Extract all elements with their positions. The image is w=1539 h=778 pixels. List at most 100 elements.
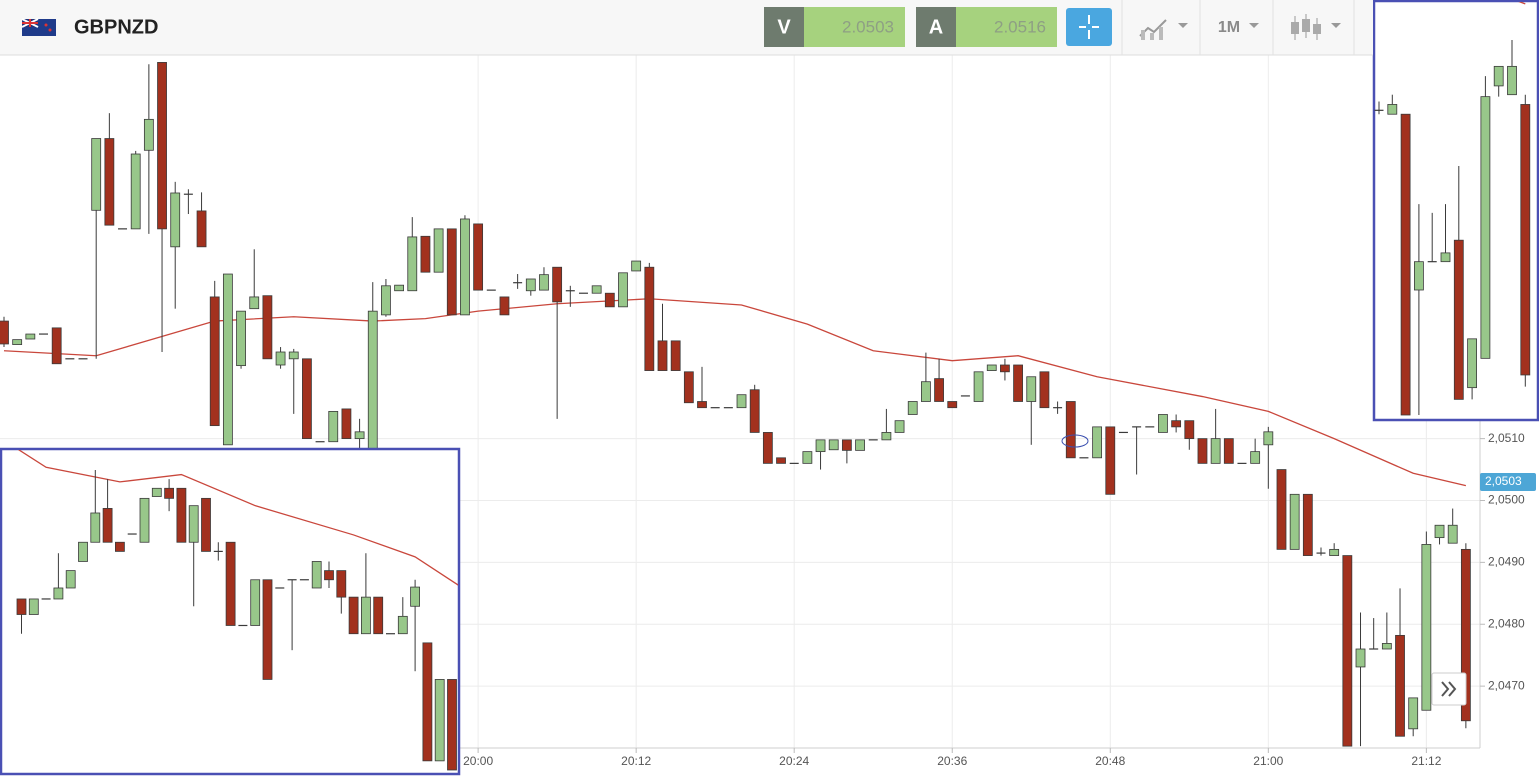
candle-body	[986, 364, 997, 371]
candle-body	[188, 505, 199, 543]
candle-body	[815, 439, 826, 453]
candle-body	[324, 570, 334, 581]
candle-body	[447, 679, 457, 771]
candle-body	[446, 228, 457, 316]
timeframe[interactable]: 1M	[1218, 19, 1240, 36]
candle-body	[460, 218, 470, 316]
buy-button[interactable]: A 2.0516	[916, 7, 1057, 47]
candle-body	[776, 457, 786, 464]
candle-body	[697, 401, 707, 409]
x-tick-label: 21:00	[1253, 754, 1283, 768]
candle-body	[397, 615, 408, 635]
icon	[1313, 24, 1321, 34]
inset-bottom-left	[16, 450, 458, 771]
candle-body	[53, 587, 64, 600]
buy-label-bg[interactable]	[916, 7, 956, 47]
candle-body	[841, 439, 852, 451]
cursor-marker	[1061, 434, 1089, 448]
y-tick-label: 2,0480	[1488, 616, 1525, 630]
candle-body	[1460, 548, 1471, 722]
crosshair-button[interactable]	[1066, 8, 1112, 46]
candle-body	[262, 579, 273, 680]
candle-body	[973, 371, 984, 402]
candle-body	[1039, 371, 1050, 409]
candle-body	[434, 679, 445, 762]
candle-body	[934, 378, 944, 402]
candle-body	[657, 340, 668, 371]
candle-body	[1355, 648, 1366, 668]
candle-body	[1434, 524, 1445, 539]
candle-body	[670, 340, 681, 371]
crosshair-bg[interactable]	[1066, 8, 1112, 46]
indicator-button[interactable]	[1139, 19, 1188, 40]
candle-body	[373, 596, 384, 635]
sell-price: 2.0503	[842, 17, 894, 36]
candle-body	[1440, 252, 1451, 263]
candle-body	[102, 508, 113, 543]
chart-type-button[interactable]	[1291, 14, 1341, 40]
candle-body	[881, 432, 892, 441]
candle-body	[473, 223, 484, 291]
candle-body	[1065, 401, 1076, 459]
candle-body	[151, 487, 162, 497]
chevron	[1448, 681, 1457, 697]
candle-body	[1092, 426, 1103, 459]
scroll-right-button[interactable]	[1431, 672, 1467, 706]
flag-icon	[21, 18, 56, 36]
candle-body	[236, 310, 246, 367]
candle-body	[762, 432, 773, 464]
candle-body	[222, 273, 233, 446]
sell-label-bg[interactable]	[764, 7, 804, 47]
candle-body	[394, 284, 405, 292]
toolbar: GBPNZD V 2.0503 A 2.0516	[0, 0, 1373, 56]
buy-label: A	[929, 16, 943, 38]
axes: 2,0510 2,0500 2,0490 2,0480 2,0470 20:00 20:12…	[463, 431, 1536, 768]
candle-body	[552, 266, 563, 303]
candle-body	[1414, 261, 1424, 291]
candle-body	[802, 451, 813, 464]
candle-body	[302, 358, 312, 440]
candle-body	[1026, 376, 1037, 402]
candle-body	[1289, 493, 1300, 550]
caret	[1249, 23, 1259, 28]
candle-body	[907, 401, 918, 415]
candle-body	[525, 278, 536, 292]
candle-body	[631, 260, 642, 272]
sell-price-bg[interactable]	[804, 7, 905, 47]
candle-body	[1171, 420, 1182, 428]
timeframe-button[interactable]: 1M	[1218, 19, 1259, 36]
candle-body	[1400, 113, 1411, 416]
buy-price-bg[interactable]	[956, 7, 1057, 47]
sell-button[interactable]: V 2.0503	[764, 7, 905, 47]
candle-body	[288, 351, 299, 360]
candle-body	[381, 285, 391, 316]
x-tick-label: 21:12	[1411, 754, 1441, 768]
candle-body	[1421, 544, 1432, 711]
candle-body	[12, 339, 23, 345]
candle-body	[683, 371, 694, 404]
candle-body	[433, 228, 444, 273]
candle-body	[354, 431, 365, 440]
candle-body	[328, 410, 339, 443]
inset-top-right	[1374, 2, 1531, 416]
candle-body	[225, 541, 236, 626]
last-price-box	[1480, 472, 1536, 491]
candle-body	[51, 327, 62, 365]
candle-body	[591, 285, 602, 294]
candle-body	[28, 598, 39, 615]
candle-body	[104, 138, 115, 226]
candle-body	[275, 351, 286, 366]
candle-body	[539, 274, 549, 291]
icon	[1150, 33, 1154, 40]
candle-body	[1329, 548, 1340, 556]
candle-body	[1381, 643, 1392, 650]
candle-body	[1408, 697, 1419, 730]
candle-body	[1342, 555, 1353, 747]
caret	[1331, 23, 1341, 28]
chevron	[1441, 681, 1450, 697]
moving-average	[3, 298, 1467, 487]
candle-body	[341, 408, 352, 440]
candle-body	[947, 401, 958, 409]
flag-part	[44, 23, 48, 27]
